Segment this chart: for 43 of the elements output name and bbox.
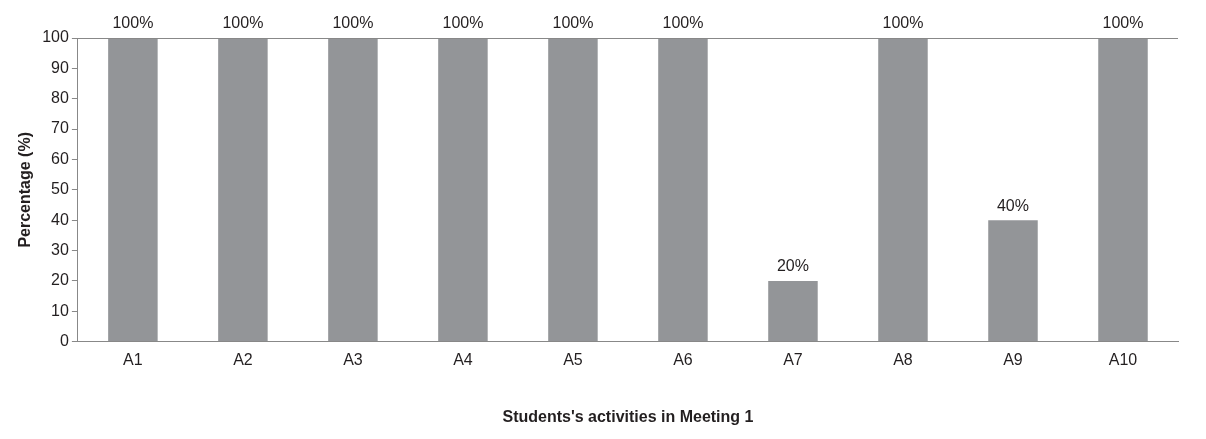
- data-label: 20%: [776, 257, 809, 275]
- data-label: 40%: [996, 196, 1029, 214]
- bar: [658, 38, 708, 342]
- x-tick-label: A7: [783, 350, 803, 368]
- bar: [108, 38, 158, 342]
- bar: [218, 38, 268, 342]
- y-tick-label: 90: [51, 58, 69, 76]
- x-tick-label: A8: [893, 350, 913, 368]
- y-tick-label: 60: [51, 149, 69, 167]
- x-tick-label: A6: [673, 350, 693, 368]
- y-tick-label: 100: [42, 28, 69, 46]
- x-tick-label: A4: [453, 350, 473, 368]
- bar: [1098, 38, 1148, 342]
- x-tick-label: A1: [123, 350, 143, 368]
- data-label: 100%: [222, 14, 264, 32]
- y-tick-label: 20: [51, 271, 69, 289]
- data-label: 100%: [1102, 14, 1144, 32]
- y-tick-label: 50: [51, 180, 69, 198]
- y-tick-label: 80: [51, 89, 69, 107]
- x-axis-title: Students's activities in Meeting 1: [502, 407, 754, 425]
- x-tick-label: A5: [563, 350, 583, 368]
- bar: [438, 38, 488, 342]
- data-label: 100%: [112, 14, 154, 32]
- y-axis-title: Percentage (%): [16, 132, 34, 248]
- bar: [768, 280, 818, 342]
- x-tick-label: A3: [343, 350, 363, 368]
- data-label: 100%: [882, 14, 924, 32]
- data-label: 100%: [442, 14, 484, 32]
- y-tick-label: 40: [51, 210, 69, 228]
- bar: [328, 38, 378, 342]
- bar: [548, 38, 598, 342]
- data-label: 100%: [662, 14, 704, 32]
- bar: [878, 38, 928, 342]
- y-tick-label: 0: [59, 332, 69, 350]
- y-tick-label: 70: [51, 119, 69, 137]
- data-label: 100%: [552, 14, 594, 32]
- x-tick-label: A10: [1108, 350, 1138, 368]
- bar: [988, 220, 1038, 342]
- y-tick-label: 30: [51, 240, 69, 258]
- x-tick-label: A9: [1003, 350, 1023, 368]
- x-tick-label: A2: [233, 350, 253, 368]
- data-label: 100%: [332, 14, 374, 32]
- y-tick-label: 10: [51, 301, 69, 319]
